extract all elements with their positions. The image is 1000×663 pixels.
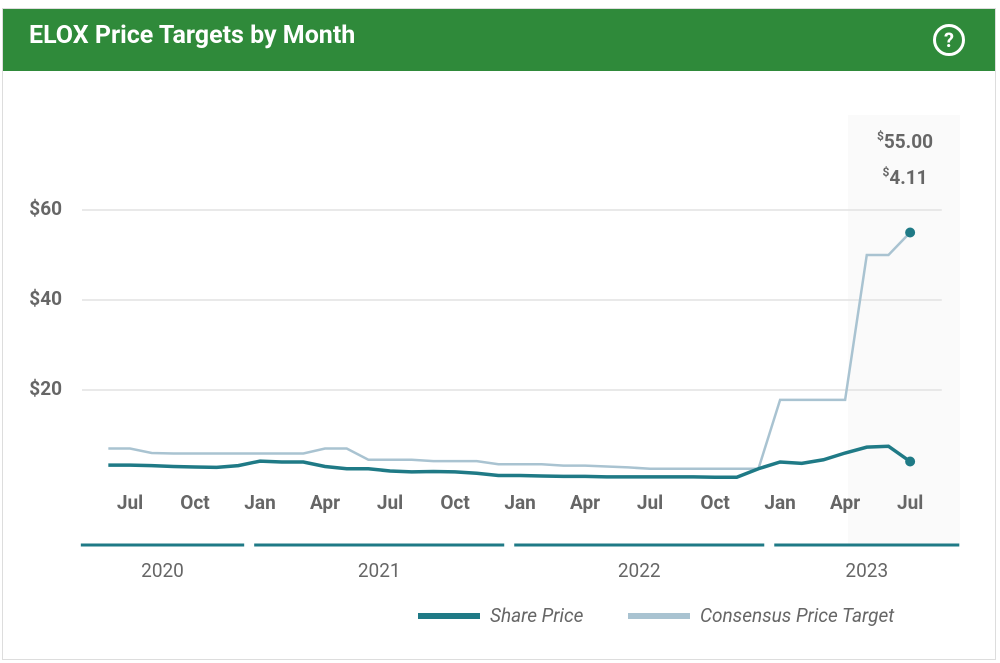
x-tick-label: Oct [180, 491, 210, 514]
series-line [108, 231, 912, 470]
tooltip-box [848, 115, 960, 545]
x-tick-label: Jul [117, 491, 143, 514]
y-tick-label: $20 [29, 377, 62, 400]
legend-label: Consensus Price Target [700, 604, 895, 627]
tooltip-dot [905, 456, 916, 467]
x-tick-label: Jul [897, 491, 923, 514]
tooltip-dot [905, 227, 916, 238]
year-label: 2022 [618, 559, 661, 582]
x-tick-label: Jan [764, 491, 795, 514]
tooltip-currency: $ [877, 129, 884, 143]
x-tick-label: Jan [504, 491, 535, 514]
x-tick-label: Jul [377, 491, 403, 514]
x-tick-label: Jul [637, 491, 663, 514]
tooltip-number: 4.11 [889, 166, 927, 189]
y-tick-label: $40 [29, 287, 62, 310]
year-label: 2023 [845, 559, 888, 582]
x-tick-label: Apr [310, 491, 340, 514]
help-button[interactable]: ? [933, 24, 965, 56]
x-tick-label: Jan [244, 491, 275, 514]
chart-title: ELOX Price Targets by Month [29, 21, 356, 50]
year-label: 2021 [358, 559, 401, 582]
tooltip-currency: $ [882, 165, 889, 179]
x-tick-label: Apr [830, 491, 860, 514]
tooltip-value: $4.11 [882, 165, 927, 189]
series-line [108, 444, 912, 480]
x-tick-label: Oct [440, 491, 470, 514]
legend-label: Share Price [490, 604, 584, 627]
x-tick-label: Oct [700, 491, 730, 514]
tooltip-value: $55.00 [877, 129, 933, 153]
x-tick-label: Apr [570, 491, 600, 514]
card-header: ELOX Price Targets by Month ? [3, 9, 995, 71]
tooltip-number: 55.00 [884, 130, 933, 153]
y-tick-label: $60 [29, 197, 62, 220]
year-label: 2020 [141, 559, 184, 582]
card: ELOX Price Targets by Month ? [2, 8, 996, 660]
